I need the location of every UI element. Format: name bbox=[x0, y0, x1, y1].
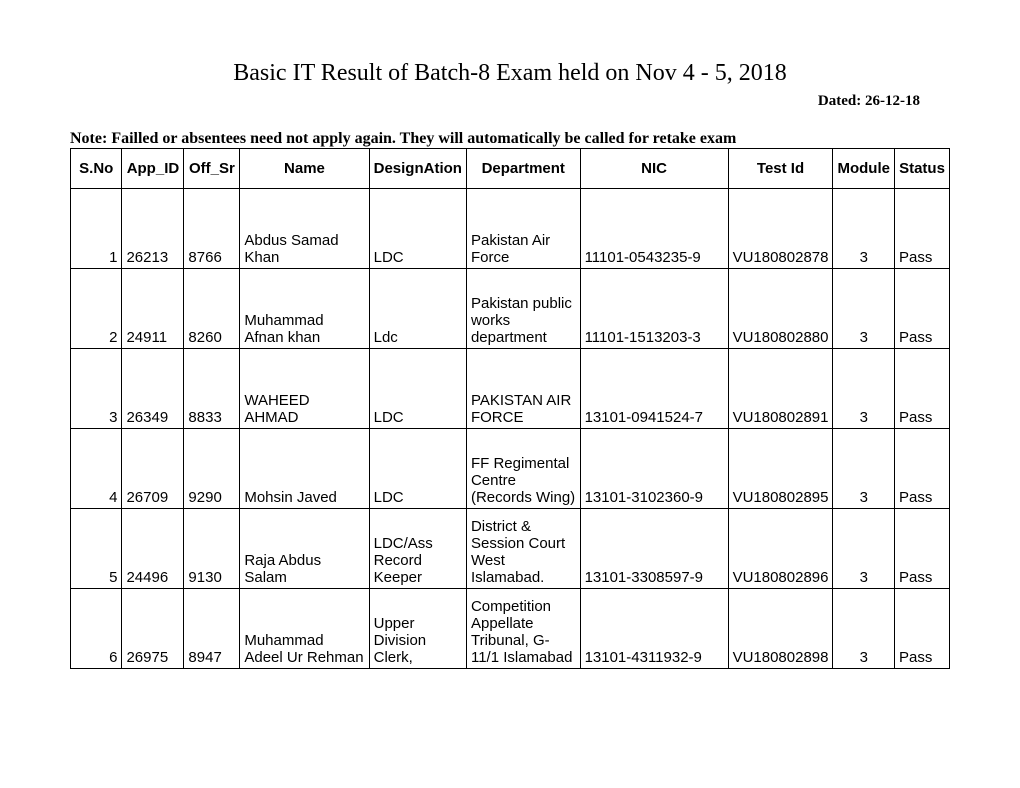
table-row: 3263498833WAHEED AHMADLDCPAKISTAN AIR FO… bbox=[71, 349, 950, 429]
cell-desig: LDC bbox=[369, 189, 466, 269]
cell-name: Muhammad Afnan khan bbox=[240, 269, 369, 349]
cell-name: WAHEED AHMAD bbox=[240, 349, 369, 429]
cell-dept: Pakistan Air Force bbox=[466, 189, 580, 269]
cell-dept: District & Session Court West Islamabad. bbox=[466, 509, 580, 589]
results-table: S.No App_ID Off_Sr Name DesignAtion Depa… bbox=[70, 148, 950, 669]
cell-nic: 11101-1513203-3 bbox=[580, 269, 728, 349]
cell-offsr: 8947 bbox=[184, 589, 240, 669]
cell-sno: 1 bbox=[71, 189, 122, 269]
cell-appid: 26213 bbox=[122, 189, 184, 269]
cell-offsr: 9290 bbox=[184, 429, 240, 509]
col-header-sno: S.No bbox=[71, 149, 122, 189]
cell-appid: 24496 bbox=[122, 509, 184, 589]
cell-testid: VU180802898 bbox=[728, 589, 833, 669]
cell-module: 3 bbox=[833, 269, 895, 349]
col-header-department: Department bbox=[466, 149, 580, 189]
col-header-nic: NIC bbox=[580, 149, 728, 189]
cell-sno: 4 bbox=[71, 429, 122, 509]
cell-testid: VU180802895 bbox=[728, 429, 833, 509]
cell-testid: VU180802891 bbox=[728, 349, 833, 429]
table-row: 6269758947Muhammad Adeel Ur RehmanUpper … bbox=[71, 589, 950, 669]
cell-dept: Competition Appellate Tribunal, G-11/1 I… bbox=[466, 589, 580, 669]
cell-name: Mohsin Javed bbox=[240, 429, 369, 509]
cell-desig: Ldc bbox=[369, 269, 466, 349]
cell-status: Pass bbox=[894, 269, 949, 349]
cell-appid: 24911 bbox=[122, 269, 184, 349]
col-header-status: Status bbox=[894, 149, 949, 189]
cell-desig: Upper Division Clerk, bbox=[369, 589, 466, 669]
cell-testid: VU180802878 bbox=[728, 189, 833, 269]
cell-desig: LDC bbox=[369, 429, 466, 509]
cell-module: 3 bbox=[833, 429, 895, 509]
cell-testid: VU180802880 bbox=[728, 269, 833, 349]
cell-nic: 11101-0543235-9 bbox=[580, 189, 728, 269]
dated-line: Dated: 26-12-18 bbox=[70, 93, 950, 110]
cell-module: 3 bbox=[833, 189, 895, 269]
cell-status: Pass bbox=[894, 429, 949, 509]
table-row: 1262138766Abdus Samad KhanLDCPakistan Ai… bbox=[71, 189, 950, 269]
cell-module: 3 bbox=[833, 509, 895, 589]
cell-offsr: 8766 bbox=[184, 189, 240, 269]
cell-offsr: 8833 bbox=[184, 349, 240, 429]
cell-appid: 26349 bbox=[122, 349, 184, 429]
cell-sno: 5 bbox=[71, 509, 122, 589]
cell-name: Muhammad Adeel Ur Rehman bbox=[240, 589, 369, 669]
cell-status: Pass bbox=[894, 509, 949, 589]
table-row: 5244969130Raja Abdus SalamLDC/Ass Record… bbox=[71, 509, 950, 589]
cell-desig: LDC/Ass Record Keeper bbox=[369, 509, 466, 589]
cell-status: Pass bbox=[894, 349, 949, 429]
col-header-appid: App_ID bbox=[122, 149, 184, 189]
col-header-designation: DesignAtion bbox=[369, 149, 466, 189]
cell-dept: FF Regimental Centre (Records Wing) bbox=[466, 429, 580, 509]
cell-dept: PAKISTAN AIR FORCE bbox=[466, 349, 580, 429]
cell-sno: 2 bbox=[71, 269, 122, 349]
cell-desig: LDC bbox=[369, 349, 466, 429]
cell-name: Abdus Samad Khan bbox=[240, 189, 369, 269]
cell-status: Pass bbox=[894, 189, 949, 269]
table-row: 4267099290Mohsin JavedLDCFF Regimental C… bbox=[71, 429, 950, 509]
cell-status: Pass bbox=[894, 589, 949, 669]
table-body: 1262138766Abdus Samad KhanLDCPakistan Ai… bbox=[71, 189, 950, 669]
col-header-module: Module bbox=[833, 149, 895, 189]
cell-name: Raja Abdus Salam bbox=[240, 509, 369, 589]
cell-nic: 13101-0941524-7 bbox=[580, 349, 728, 429]
page-title: Basic IT Result of Batch-8 Exam held on … bbox=[70, 60, 950, 87]
table-header-row: S.No App_ID Off_Sr Name DesignAtion Depa… bbox=[71, 149, 950, 189]
col-header-testid: Test Id bbox=[728, 149, 833, 189]
cell-offsr: 8260 bbox=[184, 269, 240, 349]
table-row: 2249118260Muhammad Afnan khanLdcPakistan… bbox=[71, 269, 950, 349]
cell-nic: 13101-3308597-9 bbox=[580, 509, 728, 589]
cell-offsr: 9130 bbox=[184, 509, 240, 589]
col-header-name: Name bbox=[240, 149, 369, 189]
cell-testid: VU180802896 bbox=[728, 509, 833, 589]
cell-sno: 3 bbox=[71, 349, 122, 429]
cell-appid: 26975 bbox=[122, 589, 184, 669]
col-header-offsr: Off_Sr bbox=[184, 149, 240, 189]
cell-nic: 13101-3102360-9 bbox=[580, 429, 728, 509]
cell-appid: 26709 bbox=[122, 429, 184, 509]
cell-module: 3 bbox=[833, 349, 895, 429]
cell-sno: 6 bbox=[71, 589, 122, 669]
cell-nic: 13101-4311932-9 bbox=[580, 589, 728, 669]
cell-dept: Pakistan public works department bbox=[466, 269, 580, 349]
cell-module: 3 bbox=[833, 589, 895, 669]
note-line: Note: Failled or absentees need not appl… bbox=[70, 130, 950, 148]
